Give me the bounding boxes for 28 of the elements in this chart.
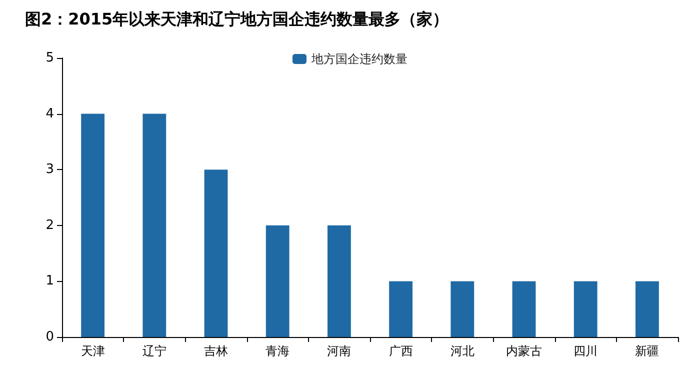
legend-label: 地方国企违约数量 xyxy=(310,52,408,66)
chart-title: 图2：2015年以来天津和辽宁地方国企违约数量最多（家） xyxy=(25,10,449,28)
bar xyxy=(574,281,598,337)
y-tick-label: 0 xyxy=(46,330,54,344)
x-tick-label: 河北 xyxy=(450,344,474,358)
bar xyxy=(81,114,105,337)
y-tick-label: 5 xyxy=(46,50,54,66)
x-tick-label: 广西 xyxy=(388,344,413,358)
x-tick-label: 四川 xyxy=(574,344,598,358)
x-tick-label: 河南 xyxy=(327,344,352,358)
bar xyxy=(635,281,659,337)
x-tick-label: 内蒙古 xyxy=(506,344,542,358)
x-tick-label: 辽宁 xyxy=(142,344,166,358)
x-tick-label: 新疆 xyxy=(635,344,660,358)
x-tick-label: 天津 xyxy=(80,344,105,358)
bar xyxy=(512,281,536,337)
y-tick-label: 3 xyxy=(46,162,54,178)
y-tick-label: 4 xyxy=(46,106,54,122)
bar xyxy=(389,281,413,337)
y-tick-label: 2 xyxy=(46,218,54,233)
x-tick-label: 吉林 xyxy=(204,344,228,358)
bar xyxy=(266,225,290,337)
x-tick-label: 青海 xyxy=(266,344,290,358)
bar xyxy=(142,114,166,337)
bar xyxy=(327,225,351,337)
y-tick-label: 1 xyxy=(46,274,54,289)
bar xyxy=(204,170,228,337)
bar xyxy=(450,281,474,337)
